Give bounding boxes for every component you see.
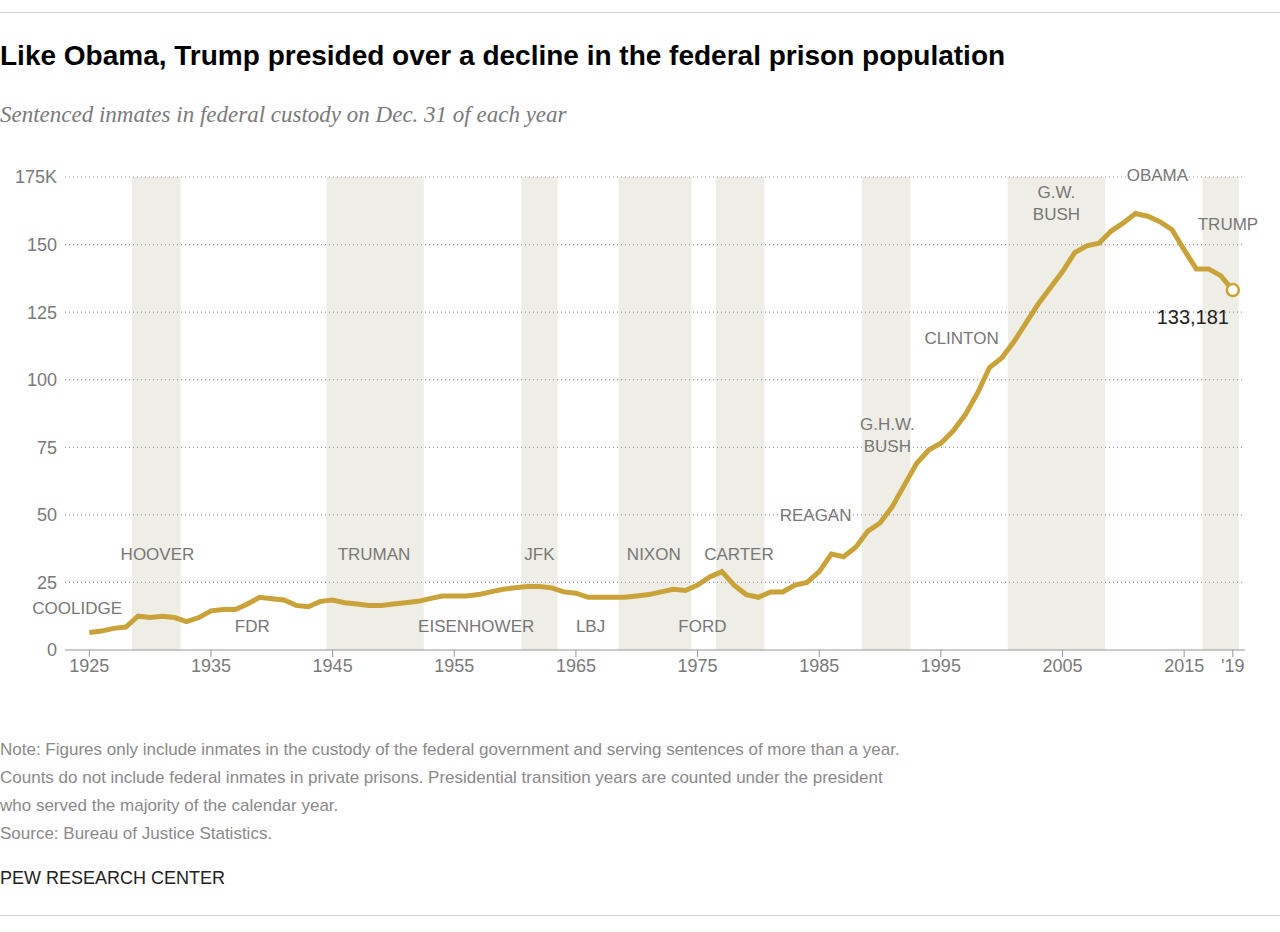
- svg-text:75: 75: [37, 438, 57, 458]
- html-text:Like Obama, Trump presided ove: Like Obama, Trump presided over a declin…: [0, 40, 1006, 71]
- svg-text:FDR: FDR: [235, 618, 270, 637]
- svg-text:CARTER: CARTER: [704, 545, 774, 564]
- html-text:Source: Bureau of Justice Stat: Source: Bureau of Justice Statistics.: [0, 824, 273, 843]
- svg-text:2005: 2005: [1043, 656, 1083, 676]
- svg-text:REAGAN: REAGAN: [780, 506, 852, 525]
- svg-text:EISENHOWER: EISENHOWER: [418, 618, 534, 637]
- svg-text:1945: 1945: [313, 656, 353, 676]
- svg-text:TRUMAN: TRUMAN: [338, 545, 411, 564]
- svg-text:0: 0: [47, 640, 57, 660]
- html-text:Sentenced inmates in federal c: Sentenced inmates in federal custody on …: [0, 102, 567, 127]
- svg-text:JFK: JFK: [524, 545, 555, 564]
- svg-text:2015: 2015: [1164, 656, 1204, 676]
- svg-text:OBAMA: OBAMA: [1127, 166, 1189, 185]
- svg-text:FORD: FORD: [678, 618, 726, 637]
- svg-text:1965: 1965: [556, 656, 596, 676]
- html-text:PEW RESEARCH CENTER: PEW RESEARCH CENTER: [0, 868, 225, 888]
- html-text:who served the majority of the: who served the majority of the calendar …: [0, 796, 339, 815]
- svg-text:133,181: 133,181: [1157, 306, 1229, 328]
- svg-text:NIXON: NIXON: [627, 545, 681, 564]
- svg-text:G.H.W.BUSH: G.H.W.BUSH: [860, 416, 915, 457]
- svg-text:COOLIDGE: COOLIDGE: [32, 600, 122, 619]
- svg-text:LBJ: LBJ: [576, 618, 605, 637]
- svg-text:1985: 1985: [799, 656, 839, 676]
- svg-text:1955: 1955: [434, 656, 474, 676]
- svg-text:50: 50: [37, 505, 57, 525]
- svg-text:100: 100: [27, 370, 57, 390]
- svg-text:125: 125: [27, 303, 57, 323]
- svg-text:TRUMP: TRUMP: [1198, 215, 1258, 234]
- svg-text:150: 150: [27, 235, 57, 255]
- html-text:Counts do not include federal: Counts do not include federal inmates in…: [0, 768, 883, 787]
- svg-text:1935: 1935: [191, 656, 231, 676]
- svg-text:G.W.BUSH: G.W.BUSH: [1033, 183, 1080, 224]
- svg-text:'19: '19: [1221, 656, 1244, 676]
- svg-text:175K: 175K: [15, 167, 57, 187]
- svg-text:1995: 1995: [921, 656, 961, 676]
- svg-text:CLINTON: CLINTON: [924, 329, 998, 348]
- html-text:Note: Figures only include inm: Note: Figures only include inmates in th…: [0, 740, 900, 759]
- svg-text:1925: 1925: [69, 656, 109, 676]
- svg-text:HOOVER: HOOVER: [121, 545, 195, 564]
- svg-text:1975: 1975: [678, 656, 718, 676]
- svg-text:25: 25: [37, 573, 57, 593]
